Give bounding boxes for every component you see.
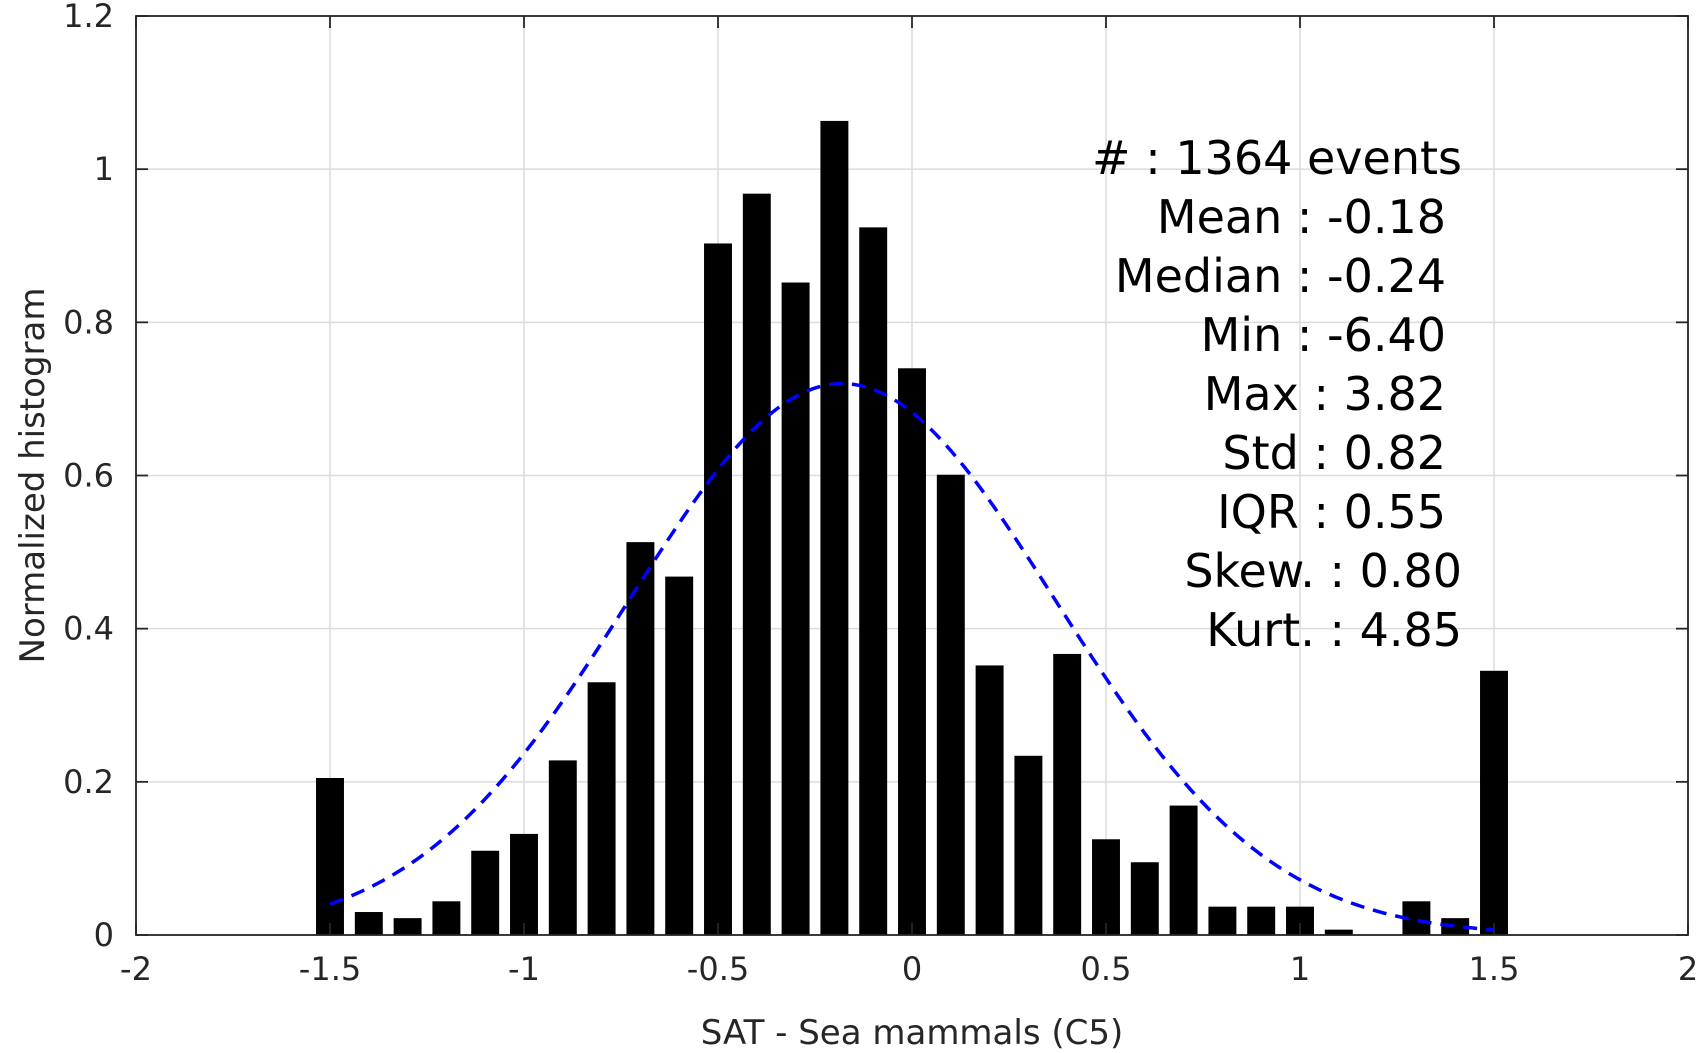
stat-line: Min : -6.40 [1201, 308, 1446, 362]
x-tick-label: 2 [1678, 950, 1698, 988]
histogram-bar [354, 912, 383, 935]
x-tick-label: 1.5 [1469, 950, 1520, 988]
histogram-bar [820, 120, 849, 936]
stat-line: Median : -0.24 [1115, 249, 1446, 303]
x-tick-label: -1 [508, 950, 540, 988]
histogram-bar [1014, 755, 1043, 935]
stat-line: Max : 3.82 [1204, 367, 1446, 421]
histogram-bar [898, 368, 926, 935]
histogram-bar [393, 918, 422, 935]
histogram-bar [510, 833, 538, 935]
histogram-bar [471, 850, 500, 935]
normal-fit-curve [329, 381, 1495, 932]
histogram-bar [316, 778, 344, 935]
y-tick-label: 0.2 [63, 763, 114, 801]
tick-marks [135, 15, 1689, 936]
stat-line: IQR : 0.55 [1217, 485, 1446, 539]
histogram-bars [316, 120, 1508, 936]
x-tick-label: 0.5 [1081, 950, 1132, 988]
histogram-bar [704, 243, 732, 935]
histogram-bar [1480, 670, 1508, 935]
stat-line: Mean : -0.18 [1157, 190, 1446, 244]
histogram-bar [742, 193, 771, 936]
histogram-bar [626, 542, 655, 935]
histogram-bar [1130, 862, 1159, 935]
y-tick-label: 0 [94, 916, 114, 954]
histogram-bar [587, 682, 616, 935]
stat-line: Skew. : 0.80 [1184, 544, 1462, 598]
histogram-bar [1208, 906, 1237, 935]
histogram-bar [432, 901, 461, 935]
histogram-bar [665, 576, 694, 935]
stat-line: Std : 0.82 [1222, 426, 1446, 480]
x-tick-label: 1 [1290, 950, 1310, 988]
y-tick-label: 0.6 [63, 457, 114, 495]
histogram-bar [936, 474, 965, 935]
histogram-bar [548, 760, 577, 935]
histogram-bar [1441, 918, 1470, 935]
histogram-bar [859, 227, 888, 935]
y-tick-label: 0.8 [63, 303, 114, 341]
y-axis-label: Normalized histogram [13, 288, 53, 664]
histogram-bar [1324, 929, 1353, 935]
stat-line: # : 1364 events [1092, 131, 1462, 185]
x-tick-label: -0.5 [687, 950, 749, 988]
x-axis-label: SAT - Sea mammals (C5) [701, 1013, 1124, 1053]
histogram-bar [781, 282, 810, 935]
x-tick-label: -2 [120, 950, 152, 988]
histogram-bar [975, 665, 1004, 935]
histogram-bar [1092, 839, 1120, 935]
y-tick-label: 1 [94, 150, 114, 188]
stat-line: Kurt. : 4.85 [1206, 603, 1462, 657]
histogram-bar [1169, 805, 1198, 935]
x-tick-label: -1.5 [299, 950, 361, 988]
y-tick-label: 1.2 [63, 0, 114, 35]
y-tick-labels: 0 0.2 0.4 0.6 0.8 1 1.2 [63, 0, 114, 954]
histogram-bar [1247, 906, 1276, 935]
x-tick-labels: -2 -1.5 -1 -0.5 0 0.5 1 1.5 2 [120, 950, 1698, 988]
y-tick-label: 0.4 [63, 610, 114, 648]
histogram-bar [1053, 653, 1082, 935]
x-tick-label: 0 [902, 950, 922, 988]
